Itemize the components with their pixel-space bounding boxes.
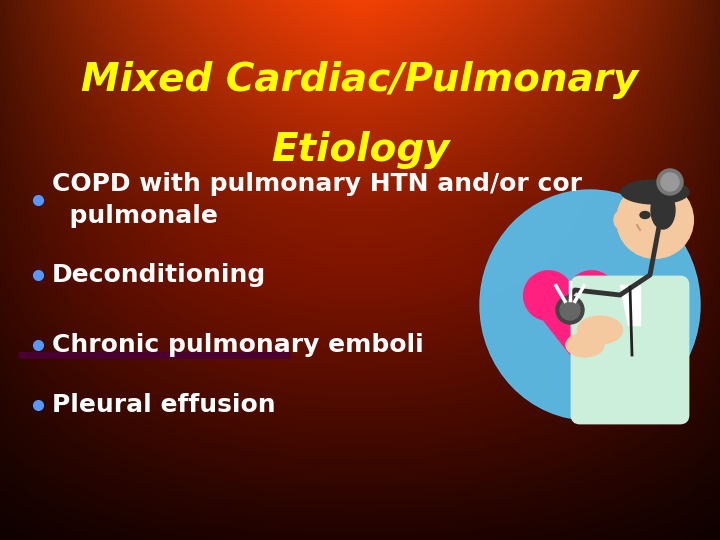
- Circle shape: [617, 182, 693, 258]
- Ellipse shape: [577, 316, 623, 344]
- Ellipse shape: [621, 180, 689, 204]
- Ellipse shape: [614, 212, 624, 228]
- Ellipse shape: [480, 190, 700, 420]
- Ellipse shape: [567, 271, 616, 320]
- Text: Etiology: Etiology: [271, 131, 449, 169]
- Text: COPD with pulmonary HTN and/or cor
  pulmonale: COPD with pulmonary HTN and/or cor pulmo…: [52, 172, 582, 228]
- Text: Mixed Cardiac/Pulmonary: Mixed Cardiac/Pulmonary: [81, 61, 639, 99]
- Text: Chronic pulmonary emboli: Chronic pulmonary emboli: [52, 333, 424, 357]
- Text: Deconditioning: Deconditioning: [52, 263, 266, 287]
- Polygon shape: [620, 285, 640, 325]
- Text: Pleural effusion: Pleural effusion: [52, 393, 276, 417]
- Ellipse shape: [566, 333, 604, 357]
- Circle shape: [556, 296, 584, 324]
- Ellipse shape: [651, 191, 675, 229]
- Circle shape: [657, 169, 683, 195]
- Circle shape: [661, 173, 679, 191]
- Circle shape: [560, 300, 580, 320]
- Ellipse shape: [640, 212, 650, 219]
- Ellipse shape: [523, 271, 573, 320]
- FancyBboxPatch shape: [572, 277, 688, 423]
- Polygon shape: [524, 295, 616, 354]
